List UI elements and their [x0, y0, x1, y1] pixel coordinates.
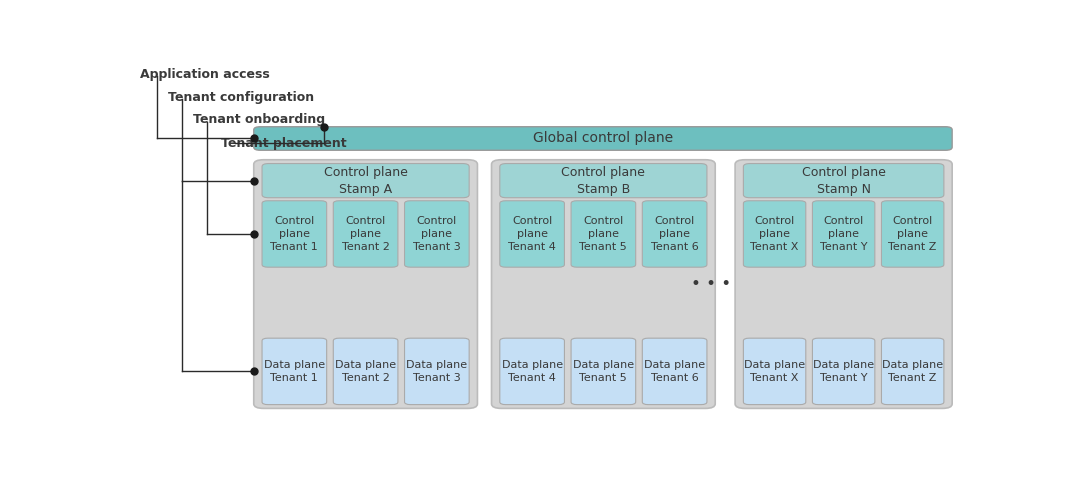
Text: Data plane
Tenant Y: Data plane Tenant Y [814, 360, 874, 383]
FancyBboxPatch shape [882, 201, 944, 267]
Text: Control
plane
Tenant 5: Control plane Tenant 5 [579, 216, 628, 252]
Text: Control plane
Stamp N: Control plane Stamp N [802, 166, 885, 196]
Text: Control
plane
Tenant 3: Control plane Tenant 3 [413, 216, 461, 252]
FancyBboxPatch shape [571, 338, 636, 405]
FancyBboxPatch shape [334, 338, 398, 405]
FancyBboxPatch shape [743, 338, 806, 405]
Text: Tenant placement: Tenant placement [220, 137, 346, 150]
FancyBboxPatch shape [334, 201, 398, 267]
Text: Control
plane
Tenant 4: Control plane Tenant 4 [508, 216, 556, 252]
FancyBboxPatch shape [500, 164, 707, 198]
Text: Control
plane
Tenant 6: Control plane Tenant 6 [651, 216, 698, 252]
Text: Data plane
Tenant 6: Data plane Tenant 6 [644, 360, 706, 383]
Text: Data plane
Tenant X: Data plane Tenant X [744, 360, 805, 383]
FancyBboxPatch shape [642, 338, 707, 405]
Text: Tenant onboarding: Tenant onboarding [193, 113, 325, 126]
Text: Control plane
Stamp B: Control plane Stamp B [561, 166, 646, 196]
FancyBboxPatch shape [262, 164, 469, 198]
Text: Control
plane
Tenant Z: Control plane Tenant Z [888, 216, 936, 252]
Text: Data plane
Tenant 5: Data plane Tenant 5 [573, 360, 634, 383]
Text: Control
plane
Tenant 2: Control plane Tenant 2 [342, 216, 389, 252]
FancyBboxPatch shape [500, 338, 564, 405]
Text: Application access: Application access [140, 68, 270, 81]
FancyBboxPatch shape [642, 201, 707, 267]
Text: Control
plane
Tenant 1: Control plane Tenant 1 [270, 216, 319, 252]
FancyBboxPatch shape [743, 201, 806, 267]
Text: Data plane
Tenant 1: Data plane Tenant 1 [264, 360, 325, 383]
FancyBboxPatch shape [735, 160, 952, 408]
FancyBboxPatch shape [262, 338, 327, 405]
Text: Global control plane: Global control plane [532, 132, 673, 145]
FancyBboxPatch shape [500, 201, 564, 267]
FancyBboxPatch shape [262, 201, 327, 267]
Text: Control
plane
Tenant X: Control plane Tenant X [750, 216, 799, 252]
FancyBboxPatch shape [571, 201, 636, 267]
FancyBboxPatch shape [253, 127, 952, 150]
Text: Data plane
Tenant 3: Data plane Tenant 3 [406, 360, 467, 383]
FancyBboxPatch shape [812, 338, 874, 405]
FancyBboxPatch shape [743, 164, 944, 198]
FancyBboxPatch shape [492, 160, 715, 408]
Text: Tenant configuration: Tenant configuration [169, 91, 314, 104]
FancyBboxPatch shape [882, 338, 944, 405]
Text: Control
plane
Tenant Y: Control plane Tenant Y [820, 216, 867, 252]
FancyBboxPatch shape [404, 338, 469, 405]
FancyBboxPatch shape [253, 160, 478, 408]
Text: Data plane
Tenant 4: Data plane Tenant 4 [501, 360, 562, 383]
FancyBboxPatch shape [812, 201, 874, 267]
FancyBboxPatch shape [404, 201, 469, 267]
Text: Data plane
Tenant 2: Data plane Tenant 2 [335, 360, 397, 383]
Text: • • •: • • • [691, 275, 731, 293]
Text: Data plane
Tenant Z: Data plane Tenant Z [882, 360, 943, 383]
Text: Control plane
Stamp A: Control plane Stamp A [324, 166, 407, 196]
